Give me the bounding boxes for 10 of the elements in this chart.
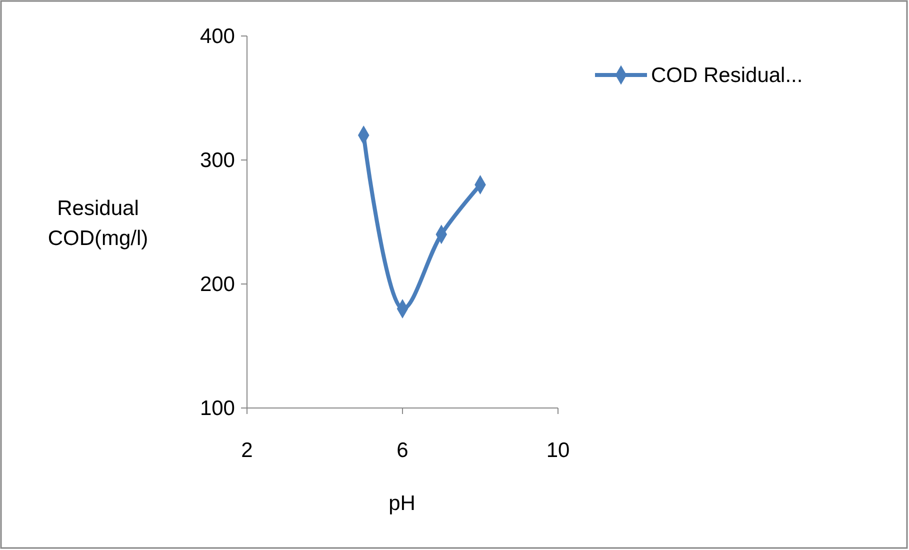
- x-axis-title: pH: [388, 492, 416, 515]
- y-axis-title: Residual COD(mg/l): [48, 197, 148, 250]
- x-tick-label: 2: [241, 439, 253, 462]
- y-tick-label: 400: [200, 25, 235, 48]
- legend-label: COD Residual...: [651, 64, 803, 87]
- x-tick-label: 10: [546, 439, 570, 462]
- y-tick-label: 300: [200, 149, 235, 172]
- x-tick-label: 6: [396, 439, 408, 462]
- y-tick-label: 200: [200, 273, 235, 296]
- y-tick-label: 100: [200, 397, 235, 420]
